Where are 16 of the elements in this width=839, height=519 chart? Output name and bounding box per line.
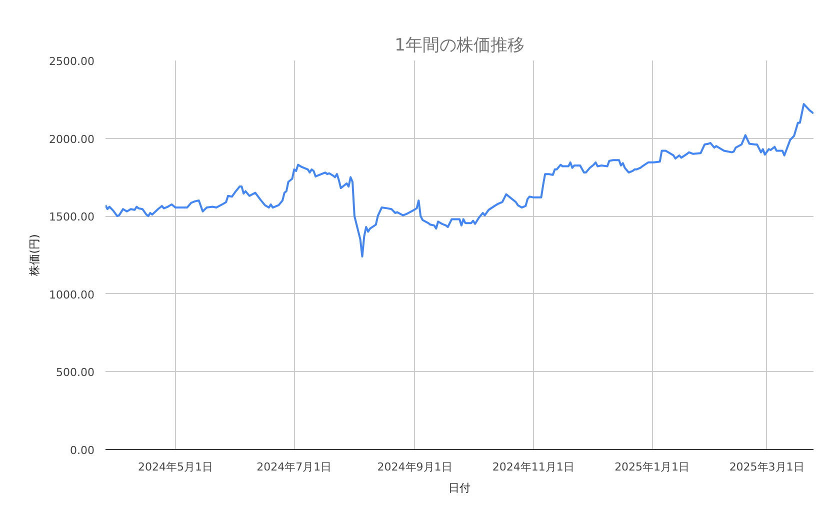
- y-tick-label: 2000.00: [49, 132, 95, 146]
- y-axis-title: 株価(円): [28, 234, 42, 277]
- y-tick-label: 1500.00: [49, 210, 95, 224]
- y-tick-label: 500.00: [56, 366, 95, 380]
- x-tick-label: 2025年3月1日: [729, 460, 804, 474]
- x-tick-label: 2024年11月1日: [492, 460, 574, 474]
- y-tick-label: 2500.00: [49, 55, 95, 68]
- y-tick-label: 1000.00: [49, 288, 95, 302]
- x-tick-label: 2024年7月1日: [256, 460, 332, 474]
- x-tick-label: 2024年5月1日: [138, 460, 214, 474]
- y-tick-label: 0.00: [70, 444, 95, 457]
- x-tick-label: 2025年1月1日: [614, 460, 690, 474]
- x-axis-title: 日付: [448, 482, 470, 494]
- line-series: [106, 103, 814, 258]
- chart-title: 1年間の株価推移: [394, 36, 524, 56]
- x-tick-label: 2024年9月1日: [377, 460, 452, 474]
